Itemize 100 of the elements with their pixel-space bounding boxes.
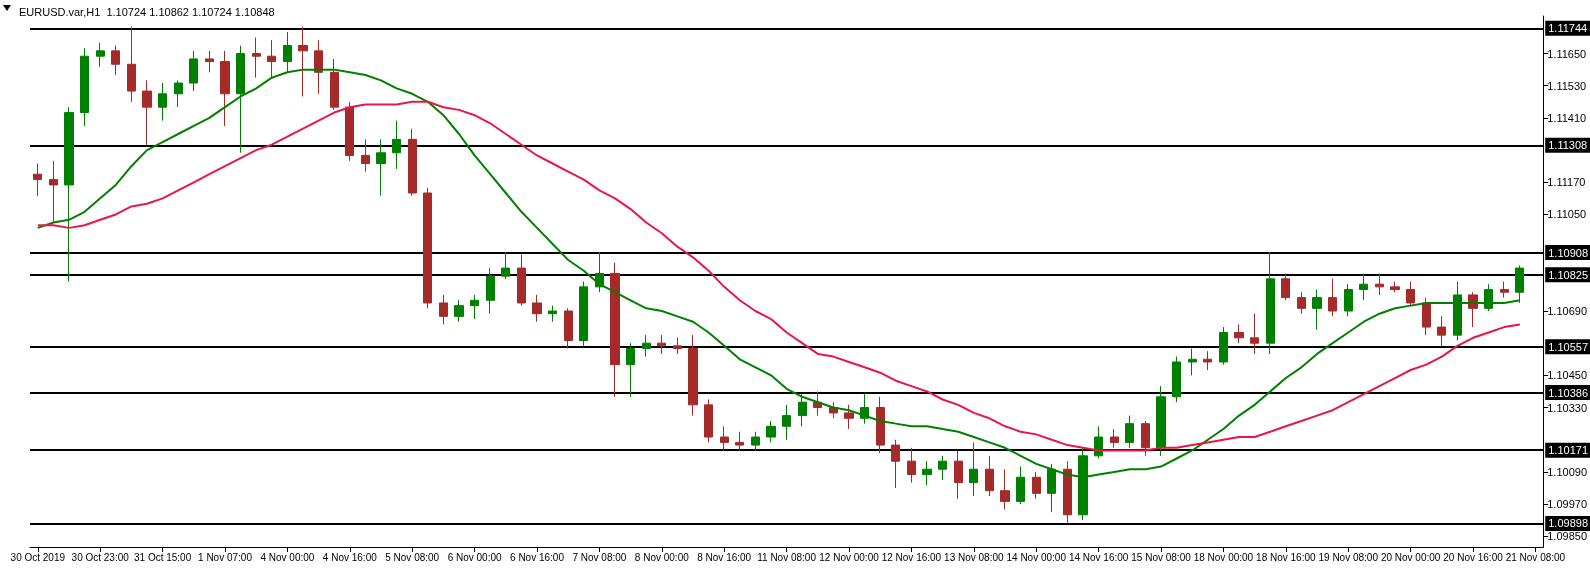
candlestick xyxy=(142,79,152,146)
x-tick-label: 14 Nov 16:00 xyxy=(1068,551,1129,563)
ref-line-label: 1.10825 xyxy=(1548,268,1588,281)
y-tick-label: 1.11530 xyxy=(1547,79,1587,92)
candlestick xyxy=(267,39,276,79)
x-tick-label: 13 Nov 08:00 xyxy=(944,551,1004,563)
candlestick xyxy=(579,281,588,347)
x-tick-label: 15 Nov 08:00 xyxy=(1131,551,1192,563)
candlestick xyxy=(532,294,542,323)
x-tick-label: 30 Oct 2019 xyxy=(10,551,66,563)
candlestick xyxy=(1203,350,1212,371)
candlestick xyxy=(1422,297,1431,336)
candlestick xyxy=(704,399,713,443)
candlestick xyxy=(111,45,120,76)
candlestick xyxy=(891,439,900,489)
candlestick xyxy=(844,404,854,430)
candlestick xyxy=(766,420,776,443)
candlestick xyxy=(252,36,261,79)
candlestick xyxy=(174,79,183,108)
candlestick xyxy=(954,449,963,500)
ref-line-label: 1.11744 xyxy=(1548,22,1588,35)
candlestick xyxy=(1172,356,1181,403)
candlestick xyxy=(423,187,432,309)
candlestick xyxy=(1328,278,1337,317)
candlestick xyxy=(486,267,495,315)
y-tick-label: 1.10450 xyxy=(1547,369,1587,382)
x-tick-label: 6 Nov 16:00 xyxy=(510,551,565,563)
candlestick xyxy=(548,305,557,323)
candlestick xyxy=(1110,428,1119,449)
candlestick xyxy=(361,138,370,173)
candlestick xyxy=(1250,313,1259,355)
candlestick xyxy=(922,460,932,486)
x-tick-label: 4 Nov 16:00 xyxy=(322,551,378,563)
candlestick xyxy=(1500,281,1509,299)
candlestick xyxy=(1125,415,1134,449)
candlestick xyxy=(1375,272,1384,296)
candlestick xyxy=(860,393,869,425)
x-tick-label: 6 Nov 00:00 xyxy=(447,551,503,563)
candlestick xyxy=(969,441,978,497)
candlestick xyxy=(330,58,339,111)
x-tick-label: 12 Nov 16:00 xyxy=(881,551,942,563)
x-tick-label: 11 Nov 08:00 xyxy=(757,551,817,563)
chart-title: EURUSD.var,H1 1.10724 1.10862 1.10724 1.10848 xyxy=(19,5,275,18)
x-tick-label: 31 Oct 15:00 xyxy=(133,551,192,563)
candlestick xyxy=(564,307,573,350)
y-tick-label: 1.11650 xyxy=(1547,47,1587,60)
candlestick xyxy=(876,396,885,454)
candlestick xyxy=(720,425,729,451)
candlestick xyxy=(470,294,479,320)
x-tick-label: 18 Nov 16:00 xyxy=(1256,551,1317,563)
y-tick-label: 1.11410 xyxy=(1547,111,1587,124)
candlestick xyxy=(673,337,682,355)
candlestick xyxy=(205,50,214,73)
candlestick xyxy=(408,128,417,197)
candlestick xyxy=(610,262,620,398)
y-tick-label: 1.09970 xyxy=(1547,498,1587,511)
ref-line-label: 1.10557 xyxy=(1548,340,1588,353)
candlestick xyxy=(642,334,651,358)
x-tick-label: 20 Nov 00:00 xyxy=(1380,551,1441,563)
candlestick xyxy=(1266,251,1275,355)
candlestick xyxy=(735,431,744,451)
x-tick-label: 4 Nov 00:00 xyxy=(260,551,315,563)
y-tick-label: 1.11170 xyxy=(1547,176,1586,189)
x-tick-label: 19 Nov 08:00 xyxy=(1318,551,1379,563)
candlestick xyxy=(1188,348,1197,376)
candlestick xyxy=(189,50,198,92)
x-tick-label: 12 Nov 00:00 xyxy=(819,551,880,563)
candlestick xyxy=(1484,283,1493,312)
candlestick xyxy=(314,39,323,95)
candlestick xyxy=(782,404,791,441)
x-tick-label: 18 Nov 00:00 xyxy=(1193,551,1254,563)
candlestick xyxy=(626,342,635,398)
candlestick xyxy=(1281,272,1290,301)
candlestick xyxy=(1094,425,1103,459)
candlestick xyxy=(1390,281,1400,293)
candlestick xyxy=(33,163,42,197)
candlestick xyxy=(1344,283,1353,317)
candlestick xyxy=(1359,272,1368,301)
candlestick xyxy=(49,160,58,223)
ref-line-label: 1.10171 xyxy=(1548,444,1588,457)
x-tick-label: 7 Nov 08:00 xyxy=(572,551,627,563)
candlestick xyxy=(501,251,510,280)
y-tick-label: 1.09850 xyxy=(1547,530,1587,543)
candlestick xyxy=(1453,281,1462,341)
candlestick xyxy=(1406,281,1415,307)
ref-line-label: 1.10908 xyxy=(1548,246,1588,259)
x-tick-label: 30 Oct 23:00 xyxy=(71,551,130,563)
ref-line-label: 1.11308 xyxy=(1548,139,1588,152)
candlestick xyxy=(1234,323,1244,344)
y-tick-label: 1.10090 xyxy=(1547,465,1587,478)
y-tick-label: 1.10690 xyxy=(1547,305,1587,317)
candlestick xyxy=(96,42,105,68)
candlestick xyxy=(345,101,354,162)
ref-line-label: 1.10386 xyxy=(1548,386,1588,399)
candlestick xyxy=(392,120,401,170)
candlestick xyxy=(439,294,448,325)
candlestick xyxy=(1016,466,1025,505)
x-tick-label: 5 Nov 08:00 xyxy=(385,551,440,563)
x-tick-label: 14 Nov 00:00 xyxy=(1006,551,1067,563)
x-tick-label: 8 Nov 16:00 xyxy=(697,551,752,563)
